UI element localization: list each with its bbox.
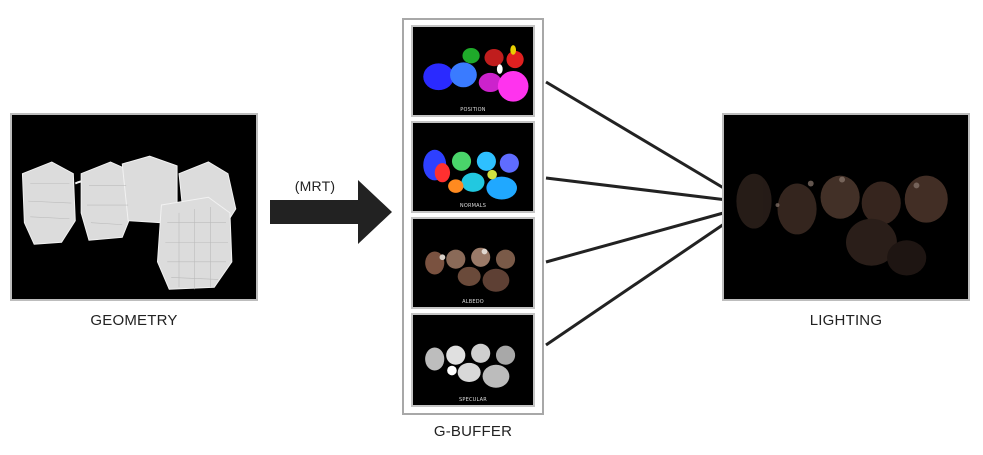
normals-caption: NORMALS bbox=[459, 203, 487, 209]
lighting-render-image bbox=[736, 173, 948, 276]
geometry-panel bbox=[10, 113, 258, 301]
connector-normals bbox=[545, 176, 728, 202]
geometry-label: GEOMETRY bbox=[90, 312, 178, 329]
gbuffer-label: G-BUFFER bbox=[433, 423, 513, 440]
mrt-label: (MRT) bbox=[294, 178, 336, 194]
position-caption: POSITION bbox=[460, 107, 486, 113]
lighting-label: LIGHTING bbox=[809, 312, 883, 329]
gbuffer-position-panel: POSITION bbox=[411, 25, 535, 117]
albedo-caption: ALBEDO bbox=[462, 299, 484, 305]
connector-albedo bbox=[545, 210, 728, 264]
gbuffer-albedo-panel: ALBEDO bbox=[411, 217, 535, 309]
geometry-wireframe-image bbox=[21, 155, 237, 290]
normals-image bbox=[423, 149, 519, 200]
albedo-image bbox=[425, 247, 516, 292]
gbuffer-normals-panel: NORMALS bbox=[411, 121, 535, 213]
gbuffer-frame: POSITION NORMALS ALBEDO bbox=[402, 18, 544, 415]
connector-position bbox=[545, 80, 728, 192]
mrt-arrow bbox=[270, 180, 392, 244]
specular-caption: SPECULAR bbox=[459, 397, 487, 403]
gbuffer-specular-panel: SPECULAR bbox=[411, 313, 535, 407]
lighting-panel bbox=[722, 113, 970, 301]
connector-specular bbox=[545, 220, 728, 347]
specular-image bbox=[425, 343, 516, 388]
position-image bbox=[423, 45, 529, 102]
